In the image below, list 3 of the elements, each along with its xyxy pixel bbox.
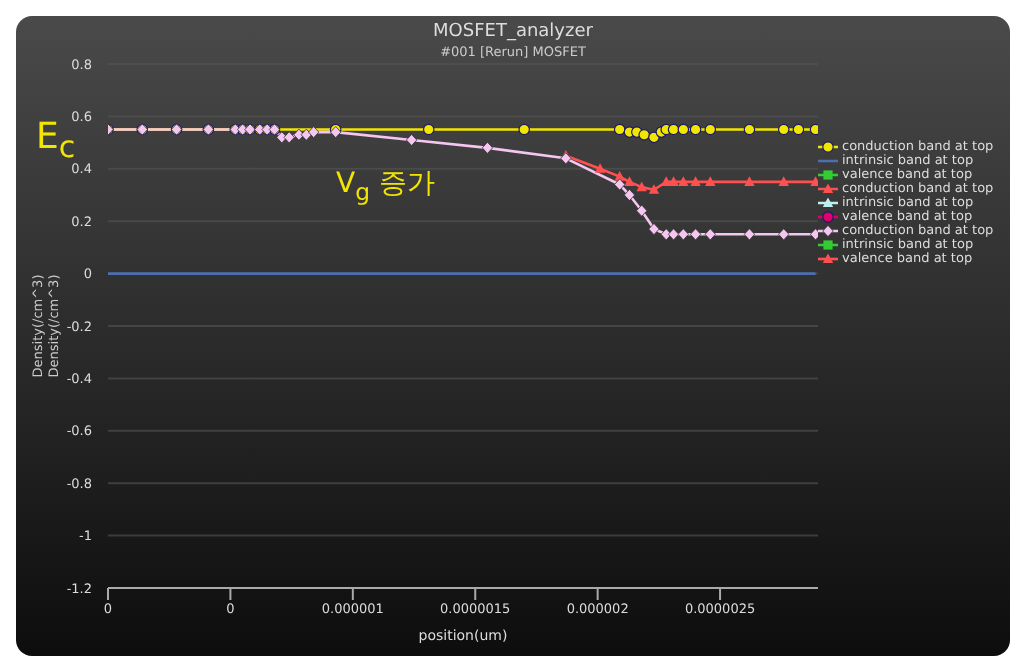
text: E$_{c}$ bbox=[36, 116, 76, 166]
annotation: V$_{g}$ 증가 bbox=[336, 166, 435, 206]
chart-title: MOSFET_analyzer bbox=[431, 22, 595, 42]
